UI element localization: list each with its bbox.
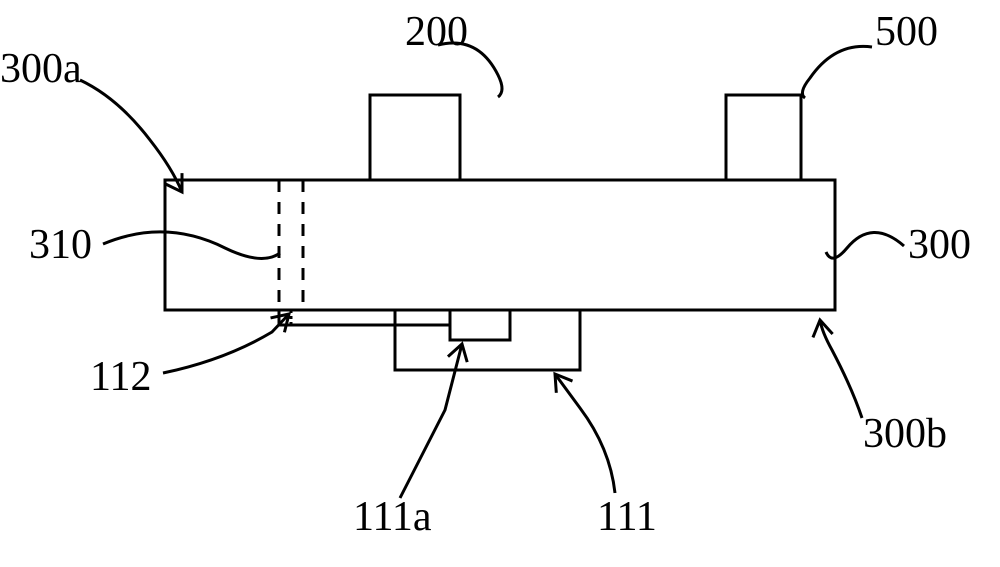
top-box-right bbox=[726, 95, 801, 180]
label-500: 500 bbox=[875, 9, 938, 55]
label-112: 112 bbox=[90, 354, 151, 400]
label-200: 200 bbox=[405, 9, 468, 55]
leader-300 bbox=[826, 232, 904, 258]
bottom-inner-box bbox=[450, 310, 510, 340]
leader-500 bbox=[802, 46, 872, 98]
leader-111 bbox=[555, 374, 615, 493]
label-300b: 300b bbox=[863, 411, 947, 457]
label-300a: 300a bbox=[0, 46, 82, 92]
leader-310 bbox=[103, 232, 280, 259]
label-310: 310 bbox=[29, 222, 92, 268]
leader-111a bbox=[400, 344, 462, 498]
leader-112 bbox=[163, 314, 289, 373]
label-111: 111 bbox=[597, 494, 657, 540]
leader-300a bbox=[80, 80, 182, 192]
leader-300b bbox=[820, 320, 862, 418]
main-body-rect bbox=[165, 180, 835, 310]
label-111a: 111a bbox=[353, 494, 432, 540]
diagram-canvas: 200 500 300a 310 300 112 111a 111 300b bbox=[0, 0, 1000, 567]
top-box-left bbox=[370, 95, 460, 180]
label-300: 300 bbox=[908, 222, 971, 268]
